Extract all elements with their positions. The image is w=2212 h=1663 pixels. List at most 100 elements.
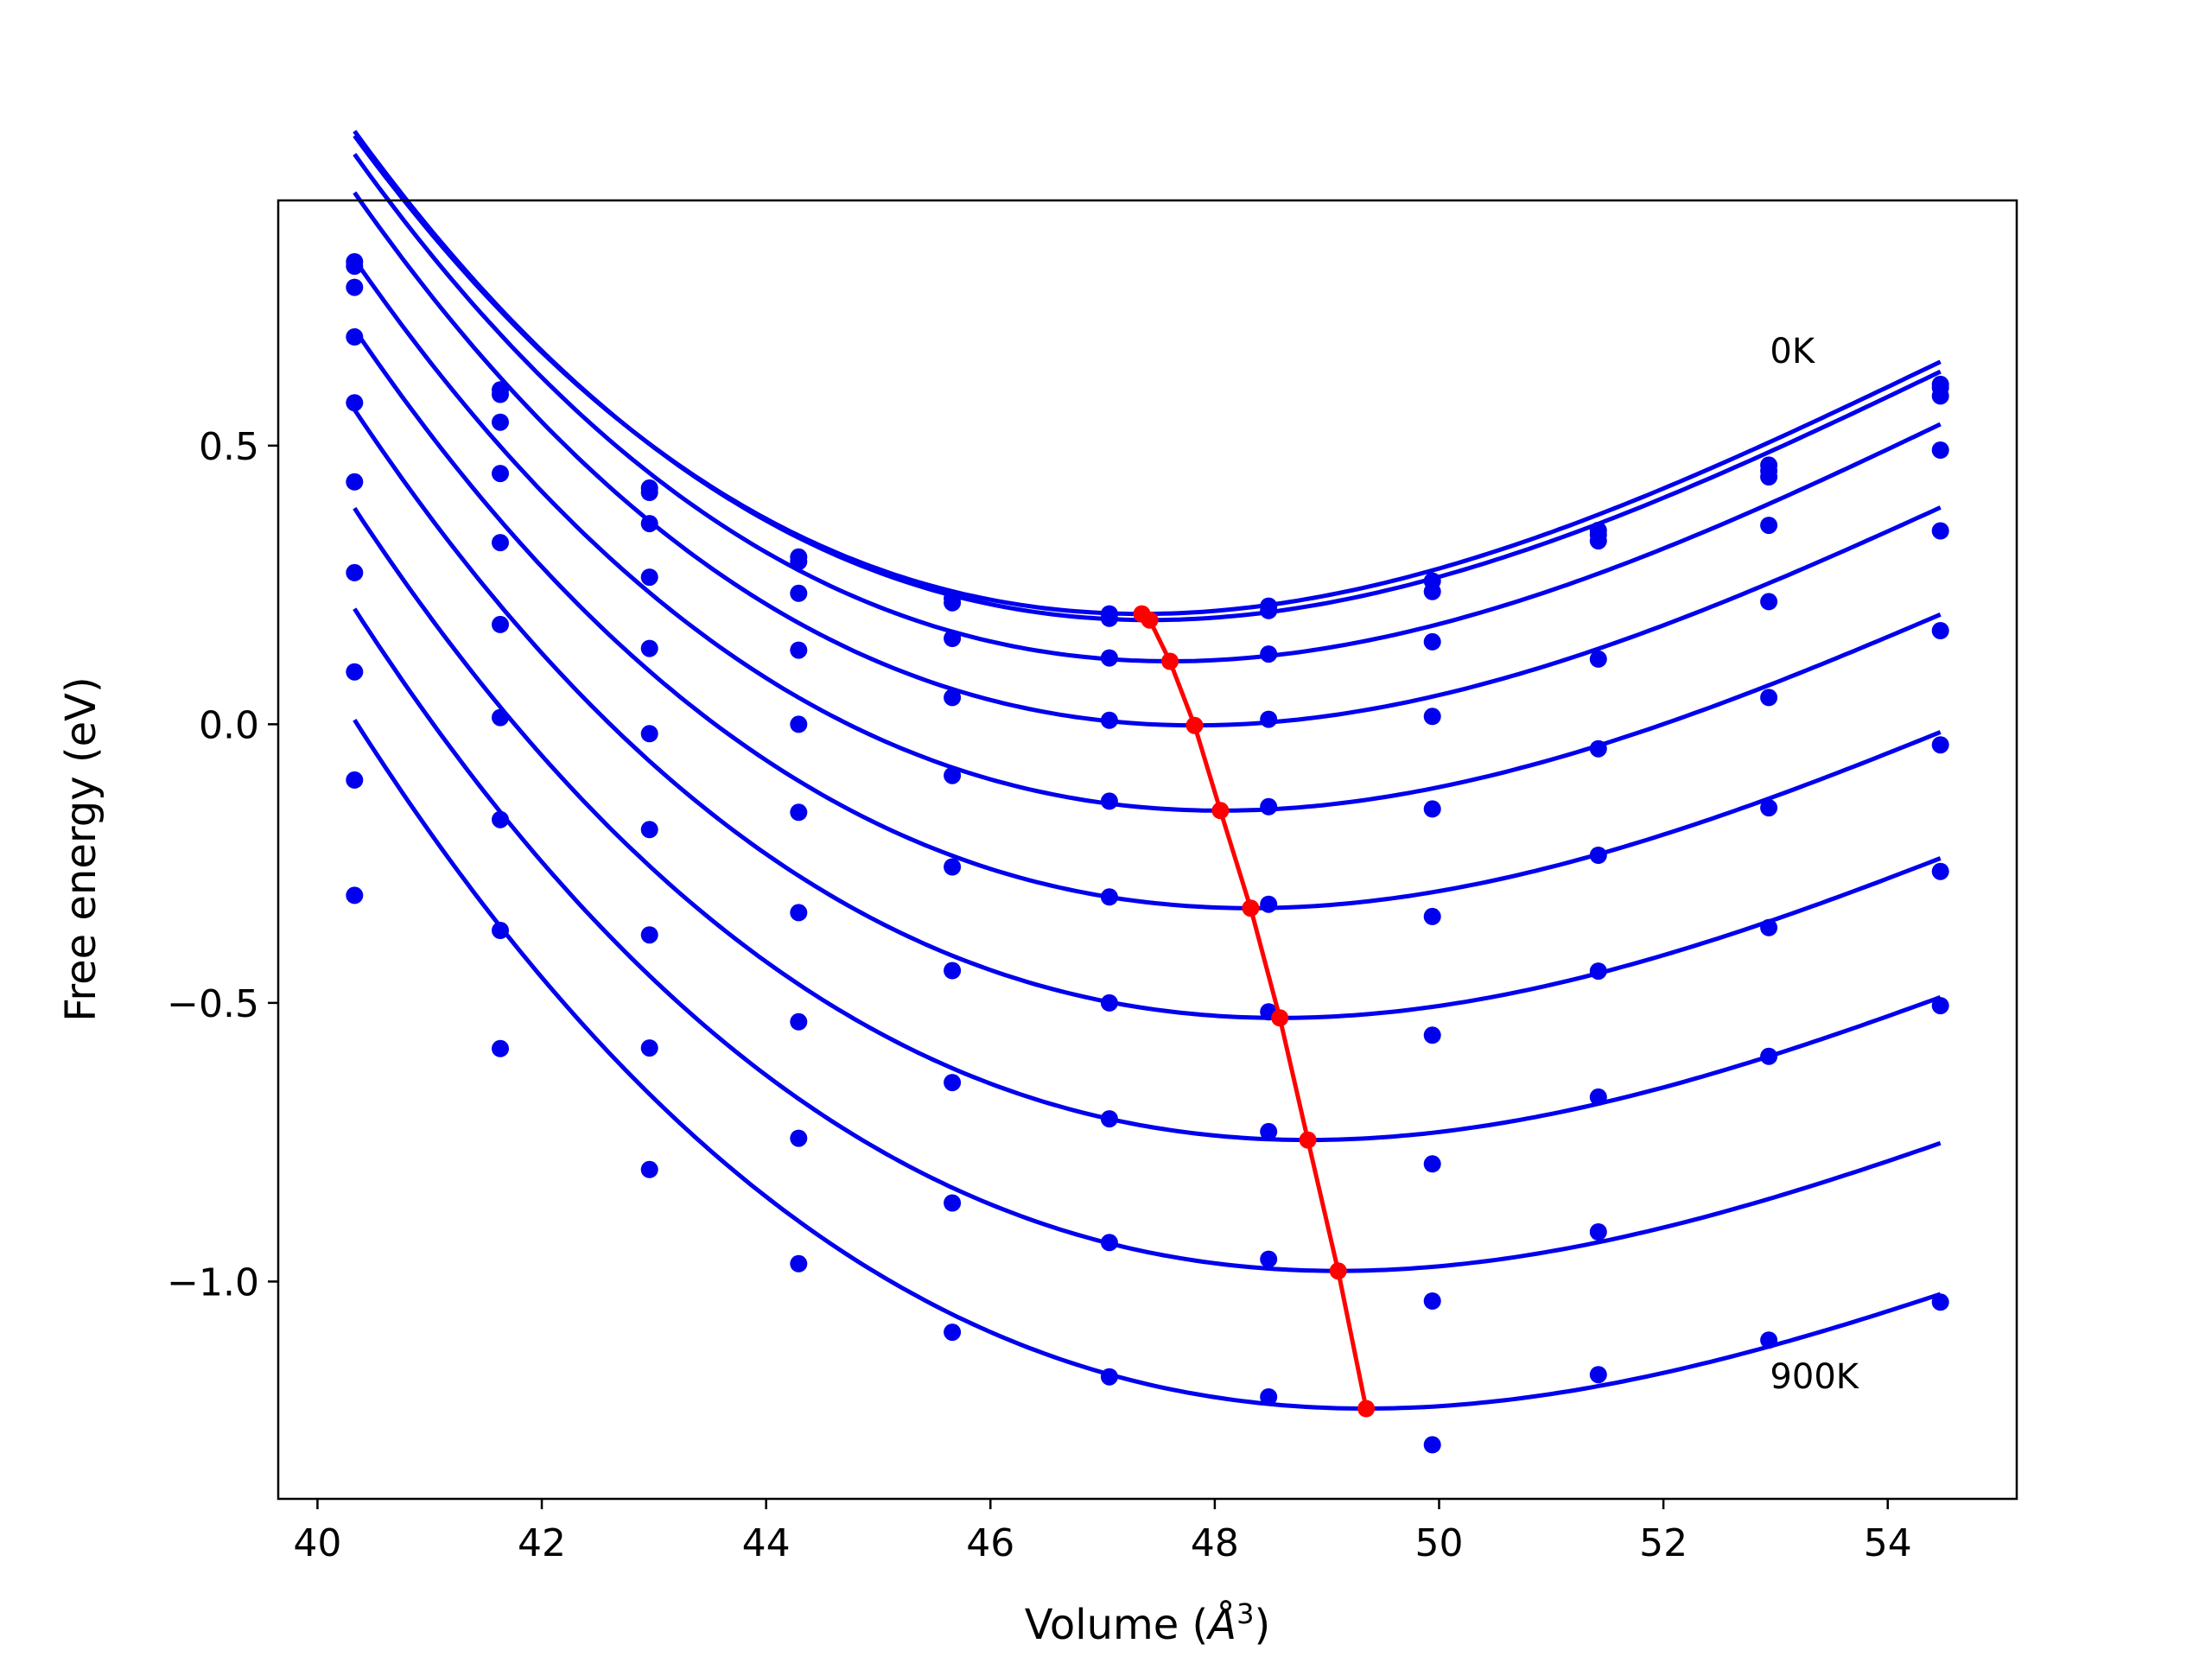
- data-point-600K-5: [1100, 993, 1118, 1012]
- data-point-800K-5: [1100, 1234, 1118, 1252]
- data-point-300K-6: [1260, 710, 1278, 728]
- data-point-700K-1: [492, 810, 509, 828]
- data-point-800K-3: [790, 1129, 808, 1147]
- data-point-400K-3: [790, 715, 808, 733]
- x-tick-label-54: 54: [1864, 1521, 1912, 1565]
- data-point-900K-10: [1931, 1293, 1949, 1311]
- data-point-700K-5: [1100, 1110, 1118, 1128]
- data-point-800K-6: [1260, 1250, 1278, 1268]
- data-point-500K-6: [1260, 895, 1278, 913]
- minima-line: [1140, 612, 1369, 1409]
- data-point-700K-3: [790, 1012, 808, 1031]
- data-point-900K-7: [1423, 1436, 1441, 1454]
- data-point-400K-9: [1760, 593, 1778, 611]
- fit-curve-600K: [353, 408, 1942, 1020]
- data-point-900K-9: [1760, 1331, 1778, 1349]
- fit-curve-200K: [353, 153, 1942, 664]
- data-point-800K-0: [346, 771, 364, 789]
- x-tick-label-48: 48: [1191, 1521, 1239, 1565]
- data-point-700K-10: [1931, 862, 1949, 880]
- data-point-300K-4: [944, 689, 962, 707]
- data-point-700K-2: [640, 926, 658, 944]
- x-tick-label-46: 46: [966, 1521, 1014, 1565]
- data-point-900K-6: [1260, 1388, 1278, 1406]
- data-point-500K-0: [346, 473, 364, 491]
- minimum-point-8: [1329, 1262, 1347, 1280]
- fit-curves: [353, 130, 1942, 1411]
- data-point-600K-9: [1760, 799, 1778, 817]
- data-point-200K-0: [346, 278, 364, 296]
- data-point-800K-1: [492, 922, 509, 939]
- y-tick-label-3: −1.0: [167, 1260, 259, 1304]
- data-point-100K-7: [1423, 582, 1441, 600]
- minimum-point-3: [1185, 716, 1204, 734]
- y-axis-label: Free energy (eV): [57, 676, 105, 1021]
- data-point-900K-8: [1589, 1366, 1607, 1384]
- data-point-300K-3: [790, 641, 808, 659]
- data-point-700K-6: [1260, 1122, 1278, 1140]
- minimum-point-9: [1357, 1400, 1376, 1418]
- minima-series: [1133, 605, 1376, 1418]
- data-point-700K-4: [944, 1074, 962, 1092]
- data-point-400K-10: [1931, 522, 1949, 540]
- data-point-900K-0: [346, 886, 364, 904]
- data-point-800K-10: [1931, 997, 1949, 1015]
- data-point-900K-1: [492, 1039, 509, 1057]
- fit-curve-700K: [353, 506, 1942, 1143]
- data-point-100K-1: [492, 385, 509, 403]
- fit-curve-100K: [353, 130, 1942, 623]
- data-point-400K-4: [944, 766, 962, 784]
- data-point-600K-3: [790, 904, 808, 922]
- data-point-400K-0: [346, 394, 364, 412]
- x-tick-label-44: 44: [742, 1521, 791, 1565]
- data-point-500K-5: [1100, 888, 1118, 906]
- data-point-500K-2: [640, 725, 658, 743]
- data-point-400K-1: [492, 534, 509, 552]
- data-point-200K-1: [492, 413, 509, 431]
- data-point-500K-7: [1423, 907, 1441, 925]
- y-tick-label-1: 0.0: [199, 703, 259, 747]
- annotation-0K: 0K: [1770, 332, 1815, 371]
- data-point-400K-6: [1260, 797, 1278, 816]
- data-point-600K-10: [1931, 736, 1949, 754]
- x-tick-label-50: 50: [1414, 1521, 1463, 1565]
- minimum-point-4: [1211, 802, 1230, 820]
- data-point-100K-5: [1100, 609, 1118, 627]
- minimum-point-2: [1161, 652, 1179, 670]
- data-point-100K-2: [640, 484, 658, 501]
- fit-curve-300K: [353, 191, 1942, 728]
- minimum-point-5: [1242, 899, 1260, 917]
- data-point-900K-4: [944, 1323, 962, 1342]
- data-point-600K-8: [1589, 962, 1607, 981]
- data-point-300K-7: [1423, 708, 1441, 726]
- data-point-200K-9: [1760, 468, 1778, 486]
- x-axis: 40 42 44 46 48 50 52 54: [293, 1499, 1912, 1565]
- data-point-700K-0: [346, 663, 364, 681]
- data-point-400K-2: [640, 639, 658, 657]
- data-point-200K-6: [1260, 645, 1278, 663]
- data-point-500K-8: [1589, 847, 1607, 864]
- data-point-200K-4: [944, 630, 962, 647]
- data-point-500K-1: [492, 615, 509, 633]
- data-point-400K-5: [1100, 792, 1118, 810]
- data-point-500K-3: [790, 803, 808, 822]
- data-point-700K-8: [1589, 1088, 1607, 1106]
- data-point-600K-0: [346, 563, 364, 581]
- data-point-200K-8: [1589, 532, 1607, 550]
- data-point-300K-1: [492, 465, 509, 483]
- data-point-500K-9: [1760, 689, 1778, 707]
- data-point-500K-10: [1931, 622, 1949, 639]
- data-point-100K-6: [1260, 601, 1278, 619]
- y-axis: 0.5 0.0 −0.5 −1.0: [167, 425, 278, 1304]
- data-point-900K-5: [1100, 1368, 1118, 1386]
- data-point-300K-8: [1589, 650, 1607, 668]
- data-point-200K-10: [1931, 387, 1949, 405]
- x-axis-label: Volume (Å3): [1025, 1597, 1270, 1649]
- plot-area-frame: [276, 199, 2018, 1501]
- data-point-700K-9: [1760, 918, 1778, 936]
- fit-curve-500K: [353, 327, 1942, 911]
- data-point-200K-2: [640, 515, 658, 533]
- fit-curve-400K: [353, 257, 1942, 813]
